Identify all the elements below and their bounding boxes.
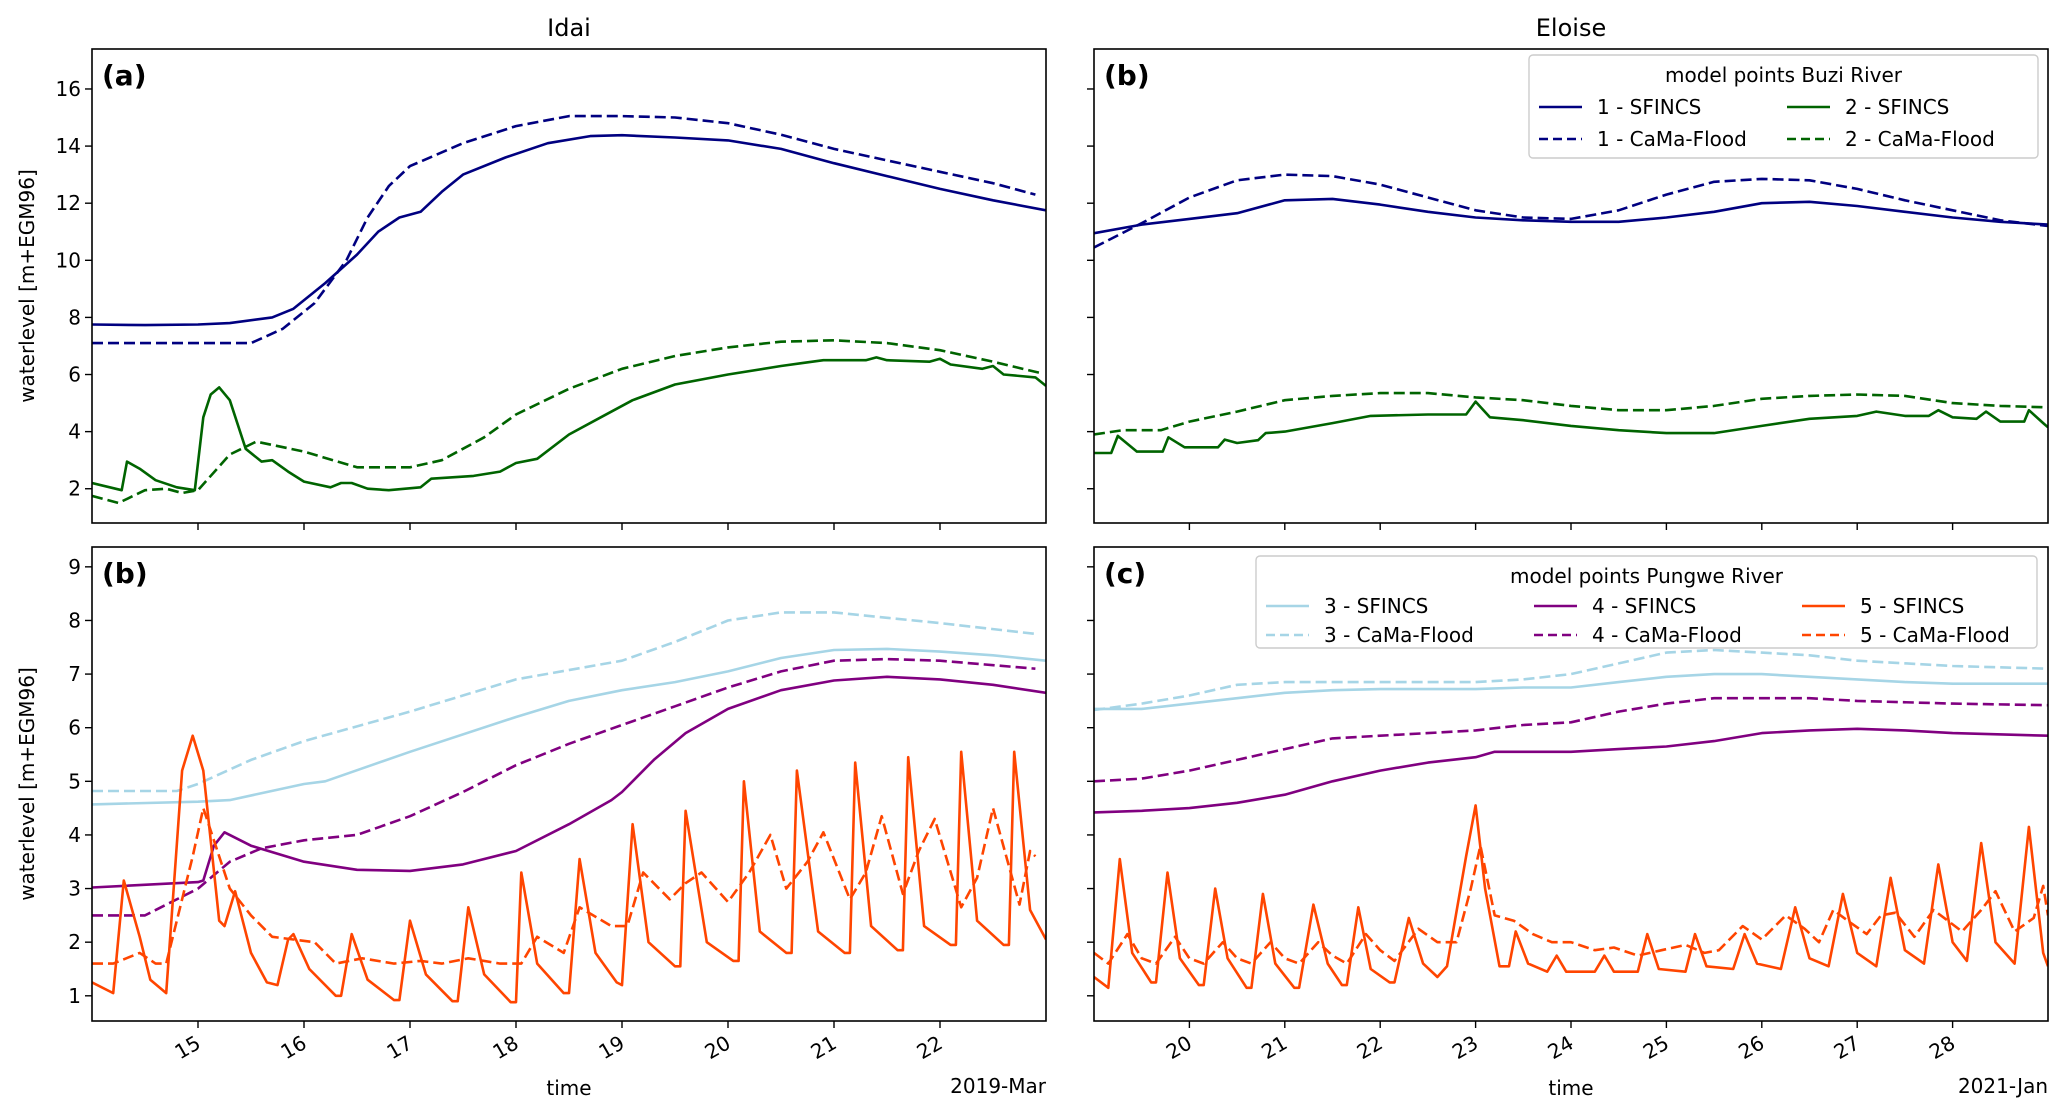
series-line-1-cama-flood	[92, 114, 1036, 345]
axes-frame	[91, 546, 1047, 1022]
ylabel-bottom: waterlevel [m+EGM96]	[15, 667, 39, 901]
series-line-2-cama-flood	[92, 339, 1042, 505]
ytick-label: 7	[68, 662, 81, 686]
axes-frame	[91, 48, 1047, 524]
ytick-label: 6	[68, 716, 81, 740]
panel-tag: (b)	[102, 557, 148, 590]
panel-2: 1 2 3 4 5 6 7 8 9 15 16 17 18 19 20 21 22 (b)	[68, 546, 1047, 1065]
legend-entry-label: 2 - SFINCS	[1845, 95, 1949, 119]
ytick-label: 5	[68, 769, 81, 793]
title-idai: Idai	[547, 14, 591, 42]
legend-entry-label: 3 - SFINCS	[1324, 594, 1428, 618]
legend-entry-label: 5 - CaMa-Flood	[1860, 623, 2010, 647]
xtick-label: 20	[1162, 1031, 1196, 1065]
series-line-5-cama-flood	[92, 806, 1037, 965]
series-line-5-cama-flood	[1094, 844, 2048, 965]
ytick-label: 14	[56, 134, 81, 158]
panel-tag: (b)	[1104, 59, 1150, 92]
title-eloise: Eloise	[1536, 14, 1606, 42]
ytick-label: 8	[68, 608, 81, 632]
panel-0: 2 4 6 8 10 12 14 16 (a)	[56, 48, 1047, 530]
series-group	[92, 114, 1046, 505]
series-line-4-sfincs	[1094, 727, 2048, 814]
ytick-label: 2	[68, 930, 81, 954]
xtick-label: 22	[912, 1031, 946, 1065]
ytick-label: 4	[68, 823, 81, 847]
xtick-label: 27	[1830, 1031, 1864, 1065]
ylabel-top: waterlevel [m+EGM96]	[15, 169, 39, 403]
ytick-label: 12	[56, 191, 81, 215]
series-line-5-sfincs	[1094, 804, 2048, 990]
panel-1: (b) model points Buzi River 1 - SFINCS 1 - …	[1087, 48, 2049, 530]
x-offset-label-right: 2021-Jan	[1958, 1074, 2048, 1098]
xtick-label: 15	[170, 1031, 204, 1065]
legend-title: model points Pungwe River	[1510, 564, 1784, 588]
series-line-2-cama-flood	[1094, 391, 2048, 436]
legend-entry-label: 1 - CaMa-Flood	[1597, 127, 1747, 151]
ytick-label: 6	[68, 363, 81, 387]
xtick-label: 21	[806, 1031, 840, 1065]
xtick-label: 23	[1448, 1031, 1482, 1065]
series-line-5-sfincs	[92, 734, 1046, 1004]
xtick-label: 24	[1543, 1031, 1577, 1065]
series-group	[92, 611, 1046, 1004]
series-line-1-cama-flood	[1094, 173, 2048, 249]
x-offset-label-left: 2019-Mar	[950, 1074, 1047, 1098]
legend-entry-label: 2 - CaMa-Flood	[1845, 127, 1995, 151]
xtick-label: 28	[1925, 1031, 1959, 1065]
xtick-label: 25	[1639, 1031, 1673, 1065]
series-line-4-cama-flood	[92, 657, 1036, 917]
xtick-label: 16	[276, 1031, 310, 1065]
ytick-label: 4	[68, 420, 81, 444]
xtick-label: 22	[1353, 1031, 1387, 1065]
legend-box	[1528, 54, 2039, 159]
legend-box	[1255, 555, 2038, 649]
series-line-3-sfincs	[92, 647, 1046, 806]
legend-entry-label: 4 - SFINCS	[1592, 594, 1696, 618]
series-group	[1094, 173, 2048, 455]
series-line-3-sfincs	[1094, 672, 2048, 711]
series-line-3-cama-flood	[1094, 648, 2048, 712]
ytick-label: 10	[56, 248, 81, 272]
ytick-label: 8	[68, 305, 81, 329]
ytick-label: 3	[68, 877, 81, 901]
ytick-label: 2	[68, 477, 81, 501]
series-line-2-sfincs	[1094, 400, 2048, 455]
series-line-4-cama-flood	[1094, 696, 2048, 783]
series-line-3-cama-flood	[92, 611, 1036, 793]
xtick-label: 18	[488, 1031, 522, 1065]
legend: model points Pungwe River 3 - SFINCS 3 - C…	[1255, 555, 2038, 649]
legend-title: model points Buzi River	[1665, 63, 1903, 87]
xtick-label: 17	[382, 1031, 416, 1065]
xlabel-bottom-right: time	[1548, 1076, 1593, 1100]
xtick-label: 21	[1257, 1031, 1291, 1065]
legend-entry-label: 4 - CaMa-Flood	[1592, 623, 1742, 647]
panel-tag: (c)	[1104, 557, 1146, 590]
xtick-label: 20	[700, 1031, 734, 1065]
series-line-1-sfincs	[1094, 197, 2048, 235]
series-line-4-sfincs	[92, 675, 1046, 889]
series-line-1-sfincs	[92, 133, 1046, 327]
panel-tag: (a)	[102, 59, 147, 92]
ytick-label: 9	[68, 555, 81, 579]
xlabel-bottom-left: time	[546, 1076, 591, 1100]
legend: model points Buzi River 1 - SFINCS 1 - CaM…	[1528, 54, 2039, 159]
legend-entry-label: 5 - SFINCS	[1860, 594, 1964, 618]
xtick-label: 26	[1734, 1031, 1768, 1065]
ytick-label: 1	[68, 984, 81, 1008]
series-group	[1094, 648, 2048, 990]
legend-entry-label: 3 - CaMa-Flood	[1324, 623, 1474, 647]
legend-entry-label: 1 - SFINCS	[1597, 95, 1701, 119]
panel-3: 20 21 22 23 24 25 26 27 28 (c) model points Pungwe…	[1087, 546, 2049, 1065]
ytick-label: 16	[56, 77, 81, 101]
series-line-2-sfincs	[92, 356, 1046, 492]
xtick-label: 19	[594, 1031, 628, 1065]
